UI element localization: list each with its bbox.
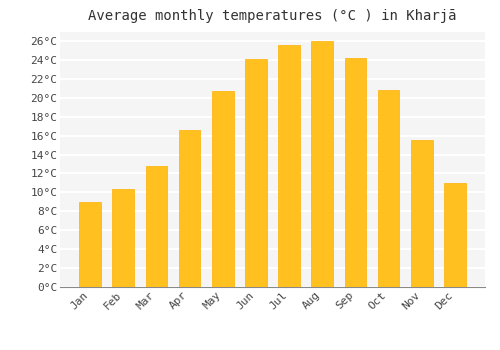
- Bar: [278, 45, 300, 287]
- Bar: [312, 41, 333, 287]
- Bar: [245, 59, 266, 287]
- Bar: [146, 166, 167, 287]
- Bar: [444, 183, 466, 287]
- Bar: [112, 189, 134, 287]
- Bar: [344, 58, 366, 287]
- Title: Average monthly temperatures (°C ) in Kharjā: Average monthly temperatures (°C ) in Kh…: [88, 9, 457, 23]
- Bar: [411, 140, 432, 287]
- Bar: [378, 90, 400, 287]
- Bar: [212, 91, 234, 287]
- Bar: [80, 202, 101, 287]
- Bar: [179, 130, 201, 287]
